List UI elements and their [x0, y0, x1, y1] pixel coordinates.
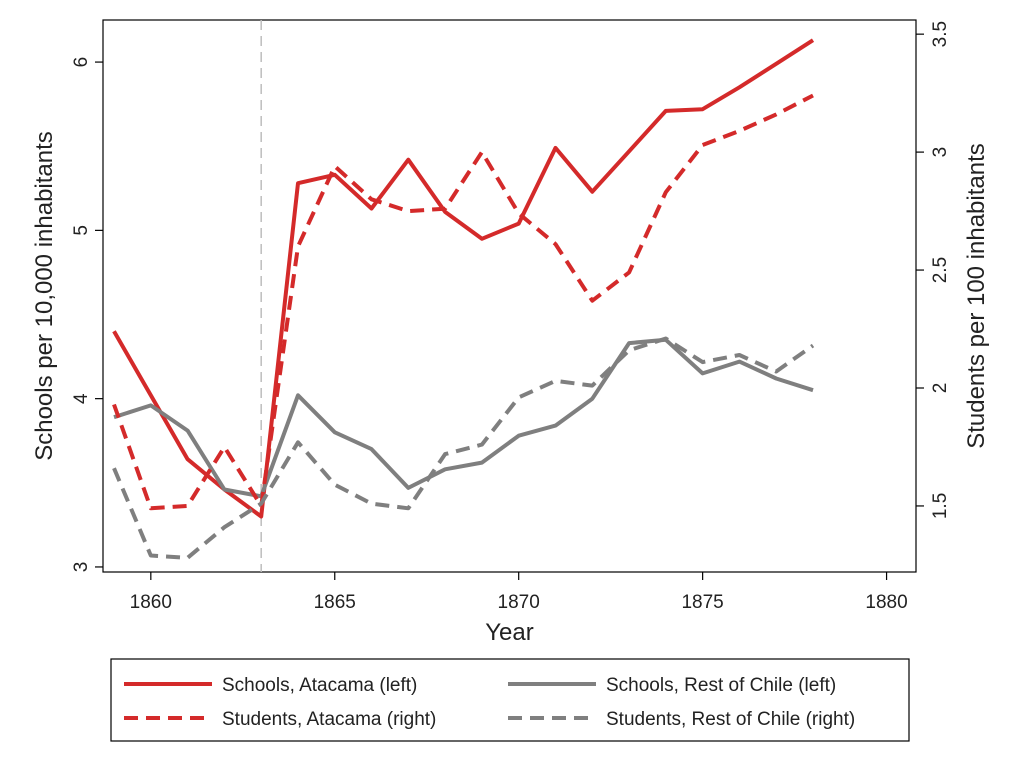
x-tick-label: 1875	[681, 592, 723, 613]
legend-box	[110, 658, 910, 742]
plot-frame	[102, 19, 917, 573]
y-right-tick-label: 1.5	[930, 493, 951, 519]
y-left-tick-label: 6	[71, 57, 92, 68]
y-axis-left-title: Schools per 10,000 inhabitants	[31, 131, 58, 461]
y-left-tick-label: 5	[71, 225, 92, 236]
series-line-2	[113, 337, 814, 499]
legend-label-2: Schools, Rest of Chile (left)	[606, 675, 836, 696]
x-axis-title: Year	[485, 619, 534, 646]
legend-label-4: Students, Rest of Chile (right)	[606, 709, 855, 730]
series-line-1	[112, 38, 815, 519]
y-axis-right-title: Students per 100 inhabitants	[963, 143, 990, 449]
y-right-tick-label: 3	[930, 147, 951, 158]
series-line-3	[112, 93, 814, 511]
x-tick-label: 1880	[865, 592, 907, 613]
y-right-tick-label: 2.5	[930, 257, 951, 283]
x-tick-label: 1870	[498, 592, 540, 613]
y-left-tick-label: 4	[71, 393, 92, 404]
legend-label-3: Students, Atacama (right)	[222, 709, 436, 730]
x-tick-label: 1865	[314, 592, 356, 613]
x-tick-label: 1860	[130, 592, 172, 613]
y-right-tick-label: 2	[930, 383, 951, 394]
series-line-4	[112, 336, 815, 560]
legend: Schools, Atacama (left) Schools, Rest of …	[110, 658, 910, 742]
y-right-tick-label: 3.5	[930, 21, 951, 47]
legend-label-1: Schools, Atacama (left)	[222, 675, 417, 696]
plot-area: 1860 1865 1870 1875 1880 3 4 5 6 1.5 2 2.5 3 3.5	[71, 19, 951, 613]
y-left-tick-label: 3	[71, 562, 92, 573]
